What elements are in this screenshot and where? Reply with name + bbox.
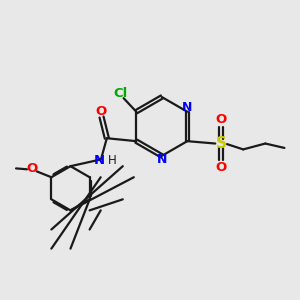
Text: N: N [157,153,167,166]
Text: N: N [94,154,105,166]
Text: H: H [108,154,116,167]
Text: N: N [182,101,193,114]
Text: Cl: Cl [113,87,127,100]
Text: O: O [215,113,227,127]
Text: O: O [215,160,227,174]
Text: S: S [216,136,226,151]
Text: O: O [95,105,106,118]
Text: O: O [27,162,38,175]
